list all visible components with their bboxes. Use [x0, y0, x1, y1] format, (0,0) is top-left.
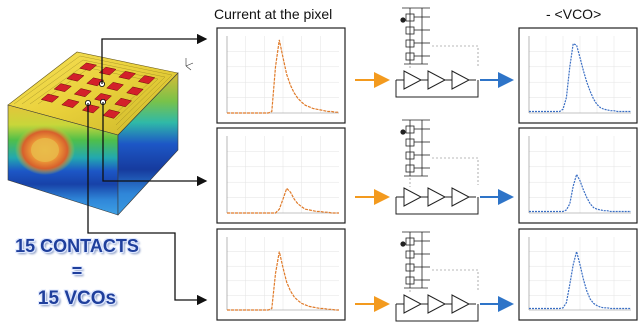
contact-pad-11: [106, 82, 125, 91]
caption-equals: =: [71, 261, 83, 281]
sensor-contact-pads: [40, 62, 156, 119]
current-plot-1: [216, 27, 346, 124]
vco-plot-1-trace: [529, 42, 631, 113]
inverter-1-2: [427, 70, 447, 90]
inverter-3-1: [403, 294, 423, 314]
contact-pad-9: [81, 104, 101, 114]
vco-schematics: [355, 7, 514, 322]
contact-pad-13: [102, 109, 121, 119]
vco-plot-2: [518, 127, 638, 224]
vco-title: - <VCO>: [546, 6, 602, 22]
caption-contacts: 15 CONTACTS: [15, 236, 139, 256]
schematic-node-1: [400, 17, 406, 23]
vco-block-2: [355, 119, 514, 215]
transistor-1-2: [405, 26, 415, 35]
contact-pad-12: [118, 71, 137, 80]
connector-arrows: [87, 33, 208, 306]
current-plot-1-trace: [227, 39, 339, 114]
contact-pad-16: [137, 75, 156, 85]
contact-pad-4: [79, 62, 98, 71]
inverter-2-3: [451, 187, 471, 207]
vco-plot-3: [518, 228, 638, 321]
small-axis-icon: [185, 58, 194, 71]
vco-plot-3-trace: [529, 249, 631, 310]
current-plot-3-trace: [227, 251, 339, 311]
contact-pad-14: [114, 97, 133, 108]
inverter-1-1: [403, 70, 423, 90]
contact-pad-2: [53, 83, 72, 92]
transistor-schematic-2: [400, 119, 430, 177]
transistor-3-3: [405, 263, 415, 272]
callout-line-2: [432, 157, 479, 185]
transistor-2-4: [405, 164, 415, 173]
transistor-3-1: [405, 237, 415, 246]
current-plot-frame-3: [216, 228, 346, 321]
contact-pad-6: [73, 88, 92, 98]
vco-block-3: [355, 231, 514, 322]
contact-pad-1: [40, 93, 60, 103]
connector-arrow-bottom: [87, 103, 208, 306]
current-plot-2-trace: [227, 187, 339, 214]
current-plot-frame-2: [216, 127, 346, 224]
connector-arrow-middle: [102, 102, 208, 187]
contact-pad-3: [66, 73, 85, 82]
current-plot-2: [216, 127, 346, 224]
transistor-1-1: [405, 13, 415, 22]
inverter-3-2: [427, 294, 447, 314]
caption-vcos: 15 VCOs: [37, 288, 117, 309]
current-plots: [216, 27, 346, 321]
transistor-1-3: [405, 39, 415, 48]
transistor-2-1: [405, 125, 415, 134]
vco-plot-frame-3: [518, 228, 638, 321]
current-plot-frame-1: [216, 27, 346, 124]
contact-pad-8: [98, 66, 117, 76]
schematic-node-3: [400, 241, 406, 247]
vco-plot-frame-2: [518, 127, 638, 224]
contact-pad-15: [126, 86, 144, 96]
transistor-schematic-3: [400, 231, 430, 289]
transistor-2-3: [405, 151, 415, 160]
transistor-schematic-1: [400, 7, 430, 65]
vco-plots: [518, 27, 638, 321]
callout-line-3: [432, 269, 479, 292]
vco-plot-2-trace: [529, 172, 631, 213]
sensor-right-face: [117, 72, 179, 216]
connector-arrow-top: [101, 33, 208, 84]
feedback-loop-2: [395, 197, 479, 215]
inverter-2-2: [427, 187, 447, 207]
callout-line-1: [432, 45, 479, 68]
sensor-top-contours: [13, 55, 173, 131]
inverter-2-1: [403, 187, 423, 207]
current-plot-3: [216, 228, 346, 321]
vco-plot-1: [518, 27, 638, 124]
sensor-charge-core: [31, 138, 59, 162]
transistor-3-2: [405, 250, 415, 259]
vco-block-1: [355, 7, 514, 98]
vco-plot-frame-1: [518, 27, 638, 124]
sensor-block: [7, 51, 194, 216]
transistor-3-4: [405, 276, 415, 285]
feedback-loop-1: [395, 80, 479, 98]
transistor-1-4: [405, 52, 415, 61]
inverter-3-3: [451, 294, 471, 314]
feedback-loop-3: [395, 304, 479, 322]
schematic-node-2: [400, 129, 406, 135]
current-title: Current at the pixel: [214, 6, 333, 22]
contact-pad-5: [61, 98, 80, 108]
inverter-1-3: [451, 70, 471, 90]
transistor-2-2: [405, 138, 415, 147]
